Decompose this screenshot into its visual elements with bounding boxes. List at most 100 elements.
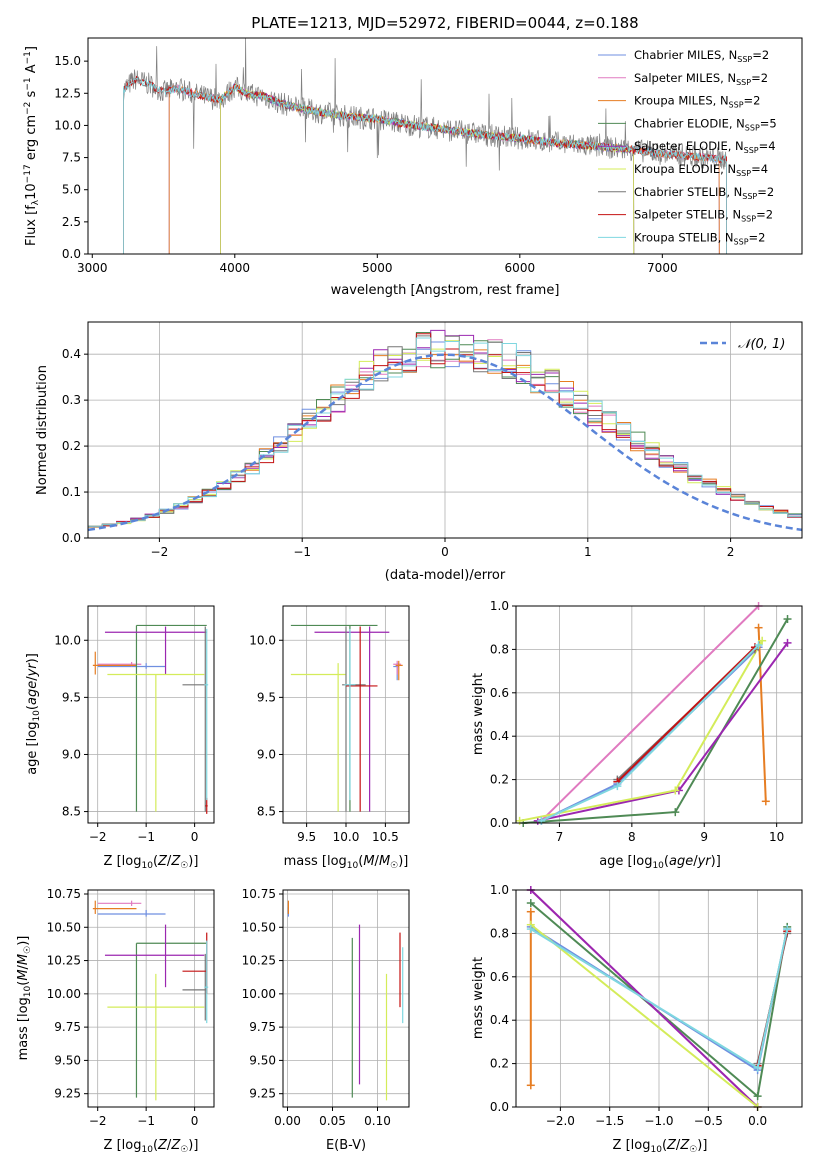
x-tick-label: 1 xyxy=(584,545,592,559)
y-tick-label: 10.0 xyxy=(249,633,276,647)
figure-title: PLATE=1213, MJD=52972, FIBERID=0044, z=0… xyxy=(251,14,638,32)
y-tick-label: 10.00 xyxy=(242,987,276,1001)
legend-label-tail: =4 xyxy=(759,139,776,153)
spectrum-y-label-j: −1 xyxy=(23,51,33,64)
legend-label: Salpeter MILES, NSSP=2 xyxy=(634,71,768,87)
x-tick-label: 10.0 xyxy=(333,830,360,844)
legend-label-sub: SSP xyxy=(745,123,760,132)
weight-vs-metallicity-y-label: mass weight xyxy=(471,957,486,1039)
legend-label: Chabrier STELIB, NSSP=2 xyxy=(634,185,774,201)
y-tick-label: 0.0 xyxy=(62,531,81,545)
legend-label-sub: SSP xyxy=(742,192,757,201)
y-tick-label: 9.50 xyxy=(249,1053,276,1067)
spectrum-y-label-d: −17 xyxy=(23,164,33,183)
y-tick-label: 0.0 xyxy=(62,247,81,261)
spectrum-lines xyxy=(123,38,727,254)
x-tick-label: 0 xyxy=(191,830,199,844)
y-tick-label: 0.4 xyxy=(62,347,81,361)
mass-vs-ebv-frame xyxy=(282,889,410,1108)
x-tick-label: 0 xyxy=(441,545,449,559)
age-vs-mass-x-label: mass [log10(M/M☉)] xyxy=(284,854,409,871)
y-tick-label: 0.3 xyxy=(62,393,81,407)
y-tick-label: 0.6 xyxy=(490,970,509,984)
y-tick-label: 9.50 xyxy=(54,1053,81,1067)
spectrum-y-label-e: erg cm xyxy=(24,115,39,164)
legend-label-tail: =2 xyxy=(756,208,773,222)
x-tick-label: −2 xyxy=(89,830,107,844)
y-tick-label: 0.4 xyxy=(490,729,509,743)
legend-label: Chabrier MILES, NSSP=2 xyxy=(634,48,769,64)
y-tick-label: 8.5 xyxy=(62,805,81,819)
kroupa-miles-weight-line xyxy=(757,627,767,802)
legend-label-text: Kroupa STELIB, N xyxy=(634,230,734,244)
age-vs-metallicity-panel: −2 −1 0 8.5 9.0 9.5 10.0 Z [log10(Z/Z☉)] age [… xyxy=(25,605,215,871)
y-tick-label: 12.5 xyxy=(54,86,81,100)
histogram-legend: 𝒩(0, 1) xyxy=(700,337,785,352)
legend-label-text: Salpeter MILES, N xyxy=(634,71,736,85)
legend-label: Kroupa ELODIE, NSSP=4 xyxy=(634,162,768,178)
spectrum-y-label-h: −1 xyxy=(23,77,33,90)
weight-vs-age-panel: 7 8 9 10 0.0 0.2 0.4 0.6 0.8 1.0 age [log10(age/y… xyxy=(471,599,803,871)
spectrum-y-label-c: 10 xyxy=(24,183,39,200)
legend-label: Salpeter ELODIE, NSSP=4 xyxy=(634,139,776,155)
y-tick-label: 1.0 xyxy=(490,599,509,613)
weight-vs-metallicity-panel: −2.0 −1.5 −1.0 −0.5 0.0 0.0 0.2 0.4 0.6 0.8 1.0 Z … xyxy=(471,883,803,1155)
y-tick-label: 0.0 xyxy=(490,1100,509,1114)
legend-label-sub: SSP xyxy=(744,146,759,155)
y-tick-label: 10.75 xyxy=(47,887,81,901)
age-vs-mass-panel: 9.5 10.0 10.5 8.5 9.0 9.5 10.0 mass [log10(M/M… xyxy=(249,605,410,871)
x-tick-label: 0.10 xyxy=(364,1114,391,1128)
x-tick-label: −0.5 xyxy=(694,1114,723,1128)
spectrum-x-label: wavelength [Angstrom, rest frame] xyxy=(331,283,560,298)
x-tick-label: 0.00 xyxy=(274,1114,301,1128)
legend-label-sub: SSP xyxy=(729,101,744,110)
y-tick-label: 9.25 xyxy=(54,1087,81,1101)
x-tick-label: −1 xyxy=(137,1114,155,1128)
legend-label-tail: =2 xyxy=(752,48,769,62)
y-tick-label: 5.0 xyxy=(62,183,81,197)
spectrum-y-label: Flux [fλ10−17 erg cm−2 s−1 A−1] xyxy=(23,46,41,246)
y-tick-label: 10.50 xyxy=(47,920,81,934)
y-tick-label: 0.2 xyxy=(62,439,81,453)
kroupa-elodie-weight-line xyxy=(519,640,764,822)
legend-label: Kroupa STELIB, NSSP=2 xyxy=(634,230,765,246)
salpeter-miles-weight-line xyxy=(540,605,760,822)
y-tick-label: 2.5 xyxy=(62,215,81,229)
x-tick-label: 5000 xyxy=(362,261,393,275)
y-tick-label: 15.0 xyxy=(54,54,81,68)
legend-label: Chabrier ELODIE, NSSP=5 xyxy=(634,116,777,132)
mass-vs-metallicity-x-label: Z [log10(Z/Z☉)] xyxy=(104,1138,199,1155)
salpeter-stelib-weight-line xyxy=(616,646,756,783)
y-tick-label: 10.0 xyxy=(54,633,81,647)
x-tick-label: 7000 xyxy=(647,261,678,275)
x-tick-label: −1 xyxy=(293,545,311,559)
y-tick-label: 10.25 xyxy=(242,954,276,968)
age-vs-metallicity-x-label: Z [log10(Z/Z☉)] xyxy=(104,854,199,871)
spectrum-y-label-k: ] xyxy=(24,46,39,51)
legend-label: Kroupa MILES, NSSP=2 xyxy=(634,94,760,110)
salpeter-stelib-histogram xyxy=(88,333,802,528)
age-vs-metallicity-y-label: age [log10(age/yr)] xyxy=(25,653,42,775)
spectrum-panel: 3000 4000 5000 6000 7000 0.0 2.5 5.0 7.5 10.0 12.5… xyxy=(23,37,803,298)
x-tick-label: 0.0 xyxy=(748,1114,767,1128)
legend-label-tail: =2 xyxy=(744,94,761,108)
x-tick-label: 8 xyxy=(628,830,636,844)
kroupa-elodie-weight-line xyxy=(530,923,759,1108)
y-tick-label: 9.0 xyxy=(62,747,81,761)
x-tick-label: −2 xyxy=(151,545,169,559)
x-tick-label: 2 xyxy=(727,545,735,559)
residual-histogram-panel: −2 −1 0 1 2 0.0 0.1 0.2 0.3 0.4 𝒩(0, 1) (data-mod… xyxy=(35,321,803,583)
y-tick-label: 9.75 xyxy=(54,1020,81,1034)
weight-vs-metallicity-x-label: Z [log10(Z/Z☉)] xyxy=(613,1138,708,1155)
mass-vs-ebv-x-label: E(B-V) xyxy=(326,1138,366,1153)
y-tick-label: 0.1 xyxy=(62,485,81,499)
spectrum-y-label-f: −2 xyxy=(23,102,33,115)
age-vs-metallicity-frame xyxy=(87,605,215,824)
legend-label-text: Salpeter STELIB, N xyxy=(634,208,741,222)
x-tick-label: 10 xyxy=(769,830,784,844)
y-tick-label: 9.5 xyxy=(62,690,81,704)
y-tick-label: 7.5 xyxy=(62,151,81,165)
y-tick-label: 0.8 xyxy=(490,642,509,656)
legend-label-tail: =5 xyxy=(760,116,777,130)
